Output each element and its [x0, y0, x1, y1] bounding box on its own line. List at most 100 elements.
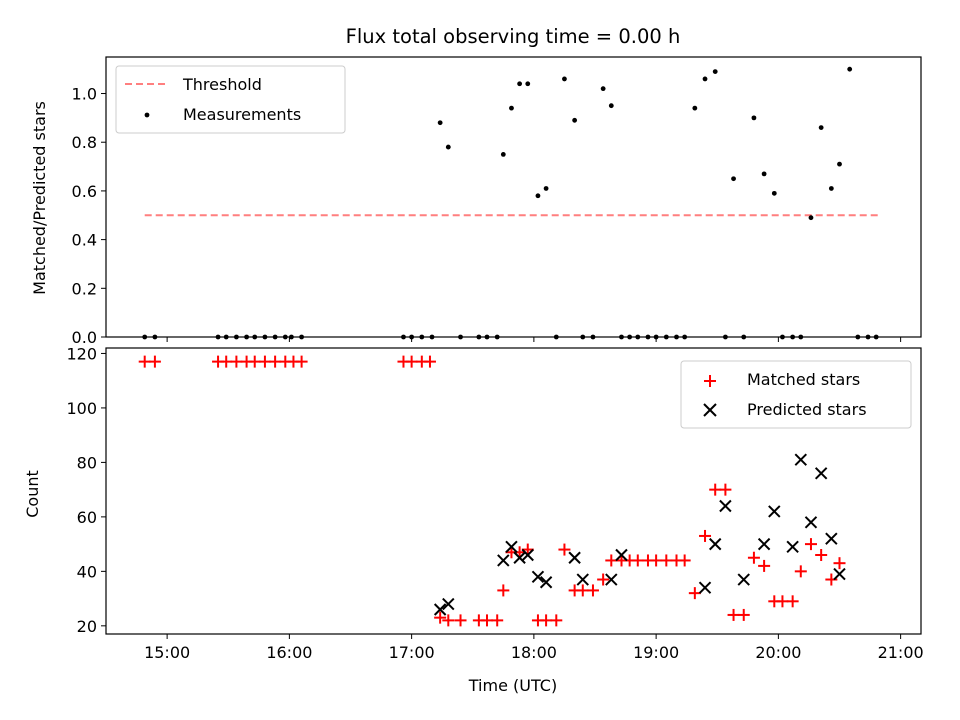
legend-predicted-label: Predicted stars: [747, 400, 867, 419]
predicted-star-point: [568, 551, 581, 564]
top-y-tick-label: 0.4: [72, 231, 97, 250]
top-chart-title: Flux total observing time = 0.00 h: [346, 25, 681, 48]
matched-star-point: [605, 554, 618, 567]
matched-star-point: [597, 573, 610, 586]
measurement-point: [761, 171, 767, 177]
top-y-tick-label: 0.6: [72, 182, 97, 201]
matched-star-point: [540, 614, 553, 627]
bottom-legend: Matched stars Predicted stars: [680, 360, 912, 429]
measurement-point: [731, 176, 736, 182]
predicted-star-point: [615, 548, 628, 562]
bottom-x-tick-label: 21:00: [878, 643, 924, 662]
top-y-tick-label: 0.2: [72, 279, 97, 298]
bottom-plot-frame: [105, 347, 922, 635]
bottom-y-tick-label: 120: [66, 344, 97, 363]
bottom-y-axis-label: Count: [23, 470, 42, 518]
legend-matched-label: Matched stars: [747, 370, 860, 389]
measurement-point: [562, 76, 567, 82]
measurement-point: [445, 144, 451, 150]
predicted-star-point: [804, 516, 818, 529]
matched-star-point: [558, 543, 571, 556]
measurement-point: [543, 186, 549, 191]
matched-star-point: [442, 614, 455, 627]
predicted-star-point: [497, 554, 510, 567]
matched-star-point: [295, 355, 308, 368]
predicted-star-point: [521, 548, 534, 562]
measurement-point: [828, 186, 834, 191]
matched-star-point: [521, 543, 534, 556]
measurement-point: [837, 161, 842, 167]
measurement-point: [751, 115, 757, 121]
measurement-point: [692, 105, 698, 111]
matched-star-point: [660, 554, 673, 567]
measurement-point: [572, 117, 578, 123]
matched-star-point: [220, 355, 233, 368]
legend-measurements-label: Measurements: [183, 105, 301, 124]
matched-star-point: [699, 529, 712, 542]
bottom-y-tick-label: 100: [66, 399, 97, 418]
predicted-star-point: [814, 467, 828, 480]
matched-star-point: [405, 355, 418, 368]
measurement-point: [525, 81, 531, 87]
measurement-point: [847, 66, 853, 72]
predicted-star-point: [698, 581, 712, 594]
matched-star-point: [737, 608, 750, 621]
matched-star-point: [758, 559, 771, 572]
matched-star-point: [269, 355, 282, 368]
bottom-x-tick-label: 18:00: [511, 643, 557, 662]
top-y-tick-label: 0.0: [72, 328, 97, 347]
matched-star-point: [148, 355, 161, 368]
matched-star-point: [747, 551, 760, 564]
predicted-star-point: [513, 551, 526, 564]
matched-star-point: [497, 584, 510, 597]
matched-star-point: [825, 573, 838, 586]
matched-star-point: [138, 355, 151, 368]
measurement-point: [517, 81, 523, 87]
top-panel: Flux total observing time = 0.00 h Match…: [30, 25, 922, 347]
measurement-point: [500, 151, 506, 157]
bottom-x-tick-label: 15:00: [144, 643, 190, 662]
top-y-tick-label: 0.8: [72, 133, 97, 152]
top-y-tick-label: 1.0: [72, 85, 97, 104]
bottom-y-tick-label: 60: [77, 508, 97, 527]
legend-threshold-label: Threshold: [182, 75, 262, 94]
matched-star-point: [586, 584, 599, 597]
predicted-star-point: [768, 505, 781, 518]
matched-star-point: [833, 557, 846, 570]
matched-star-point: [776, 595, 789, 608]
predicted-star-point: [833, 567, 846, 581]
matched-star-point: [815, 549, 828, 562]
bottom-x-tick-label: 20:00: [755, 643, 801, 662]
measurement-point: [535, 193, 541, 199]
legend-measurements-swatch: [144, 112, 150, 118]
top-legend-box: [115, 65, 346, 134]
bottom-x-tick-label: 16:00: [266, 643, 312, 662]
bottom-x-tick-label: 19:00: [633, 643, 679, 662]
measurement-point: [437, 120, 443, 126]
matched-star-point: [550, 614, 563, 627]
matched-star-point: [719, 483, 732, 496]
bottom-legend-box: [680, 360, 912, 429]
measurement-point: [509, 105, 514, 111]
matched-star-point: [727, 608, 740, 621]
predicted-star-point: [442, 597, 455, 611]
measurement-point: [712, 69, 718, 75]
predicted-star-point: [605, 573, 618, 586]
matched-star-point: [434, 611, 447, 624]
predicted-star-point: [794, 453, 807, 466]
measurement-point: [818, 125, 824, 131]
predicted-star-point: [757, 537, 771, 551]
predicted-star-point: [709, 537, 722, 551]
predicted-star-point: [786, 540, 799, 554]
matched-star-point: [230, 355, 243, 368]
matched-star-point: [454, 614, 467, 627]
measurement-point: [771, 190, 777, 196]
predicted-star-point: [737, 573, 750, 586]
bottom-y-tick-label: 40: [77, 562, 97, 581]
bottom-y-tick-label: 20: [77, 617, 97, 636]
bottom-y-tick-label: 80: [77, 453, 97, 472]
legend-predicted-swatch: [703, 403, 717, 417]
matched-star-point: [491, 614, 504, 627]
measurement-point: [608, 103, 614, 109]
